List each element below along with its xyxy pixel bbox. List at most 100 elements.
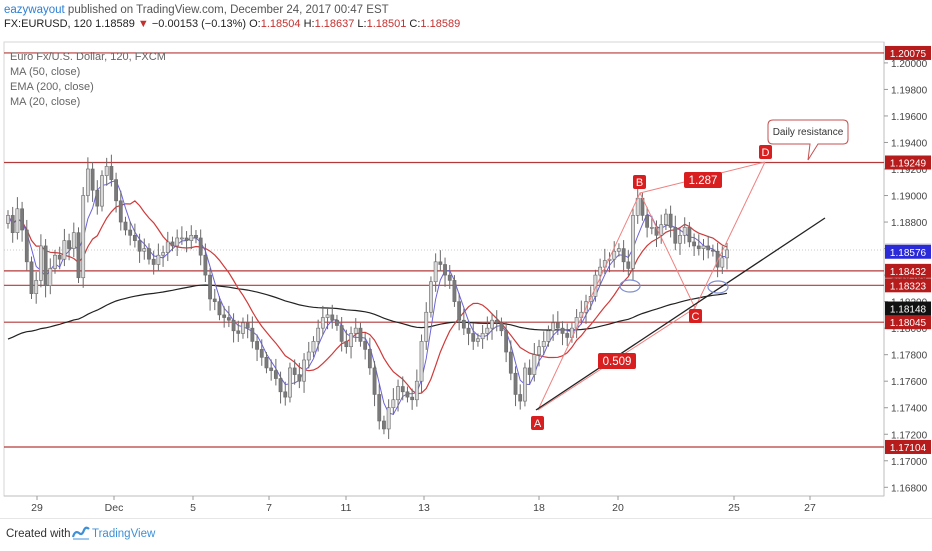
candle-body (607, 258, 612, 261)
y-tick-label: 1.16800 (891, 483, 928, 494)
candle-body (471, 333, 476, 342)
candle-body (320, 317, 325, 329)
candle-body (325, 314, 330, 318)
candle-body (85, 168, 90, 196)
price-badge-label-1: 1.19249 (890, 159, 927, 170)
candle-body (696, 245, 701, 249)
candle-body (424, 311, 429, 342)
candle-body (715, 250, 720, 268)
tradingview-brand-link[interactable]: TradingView (92, 528, 156, 540)
chart-header: eazywayout published on TradingView.com,… (4, 3, 460, 31)
symbol-label: FX:EURUSD, 120 (4, 18, 93, 30)
y-tick-label: 1.20000 (891, 59, 928, 70)
price-badge-8 (885, 439, 931, 454)
ema-200-path (7, 284, 728, 340)
candle-body (151, 258, 156, 265)
candle-body (645, 215, 650, 228)
candle-body (438, 261, 443, 265)
candle-body (367, 349, 372, 369)
price-badge-label-3: 1.18576 (890, 248, 927, 259)
candle-body (114, 179, 118, 202)
y-tick-label: 1.19200 (891, 165, 928, 176)
tag-point-b (633, 175, 646, 189)
candle-body (194, 235, 198, 239)
candle-body (255, 341, 259, 350)
price-badge-5 (885, 278, 931, 293)
x-tick-label: 11 (341, 502, 352, 514)
author-link[interactable]: eazywayout (4, 4, 65, 16)
candle-body (386, 407, 391, 430)
candle-body (461, 319, 466, 329)
tradingview-logo-icon (72, 526, 90, 540)
y-tick-label: 1.17000 (891, 457, 928, 468)
candle-body (400, 386, 405, 393)
time-axis[interactable]: 29 Dec 5 7 11 13 18 20 25 27 (31, 496, 816, 514)
candle-body (447, 274, 452, 281)
ratio-ac-label: 0.509 (603, 356, 632, 368)
candle-body (20, 208, 24, 231)
price-badge-6 (885, 301, 931, 316)
candle-body (358, 327, 363, 342)
trendline-support[interactable] (535, 217, 826, 411)
touch-ellipse-right (707, 280, 729, 294)
candle-body (391, 399, 396, 409)
candle-body (165, 241, 170, 253)
candle-body (410, 396, 415, 401)
x-tick-label: 5 (190, 502, 196, 514)
candle-body (34, 280, 39, 294)
candle-body (433, 261, 438, 283)
y-tick-label: 1.18800 (891, 218, 928, 229)
price-badge-1 (885, 155, 931, 170)
candle-body (725, 249, 729, 259)
candle-body (405, 391, 410, 398)
open-value: 1.18504 (260, 18, 301, 30)
candle-body (302, 359, 306, 382)
candle-body (123, 221, 128, 231)
candle-body (555, 322, 560, 329)
candle-body (706, 245, 711, 251)
high-value: 1.18637 (314, 18, 355, 30)
candle-body (24, 229, 29, 263)
candle-body (273, 370, 278, 379)
candle-body (29, 261, 34, 294)
candle-body (104, 166, 109, 176)
candle-body (76, 232, 81, 279)
y-tick-label: 1.17600 (891, 377, 928, 388)
candle-body (53, 254, 57, 269)
candle-body (259, 349, 264, 358)
price-chart[interactable]: A B C D 1.287 0.509 Daily resistance Eur… (0, 0, 932, 518)
candle-body (626, 261, 631, 269)
annotation-tags: A B C D 1.287 0.509 Daily resistance (531, 119, 849, 430)
candle-body (81, 195, 86, 279)
price-badge-7 (885, 315, 931, 330)
published-text: published on TradingView.com, December 2… (64, 4, 389, 16)
legend-title: Euro Fx/U.S. Dollar, 120, FXCM (10, 51, 166, 63)
ma-50-path (7, 200, 728, 395)
ema-200-line (7, 284, 728, 340)
candle-body (617, 248, 621, 252)
y-tick-label: 1.19400 (891, 138, 928, 149)
candle-body (659, 224, 664, 236)
ratio-ac-tag (598, 353, 636, 369)
candle-body (499, 322, 504, 332)
tag-point-d-label: D (762, 147, 770, 159)
candle-body (306, 351, 311, 361)
candle-body (245, 322, 250, 329)
candle-body (349, 333, 353, 348)
price-change: −0.00153 (−0.13%) (151, 18, 247, 30)
candle-body (179, 237, 184, 240)
candle-body (147, 248, 151, 260)
touch-ellipse-left (619, 279, 641, 293)
price-badge-label-6: 1.18148 (890, 305, 927, 316)
tag-point-d (759, 145, 772, 159)
candle-body (288, 367, 292, 398)
candle-body (480, 333, 485, 340)
candle-body (156, 254, 161, 265)
tag-point-a-label: A (534, 418, 542, 430)
candle-body (15, 208, 20, 233)
y-tick-label: 1.17200 (891, 430, 928, 441)
candle-body (551, 322, 556, 332)
candle-body (518, 394, 523, 402)
legend-ma50: MA (50, close) (10, 66, 80, 78)
x-tick-label: Dec (105, 502, 124, 514)
